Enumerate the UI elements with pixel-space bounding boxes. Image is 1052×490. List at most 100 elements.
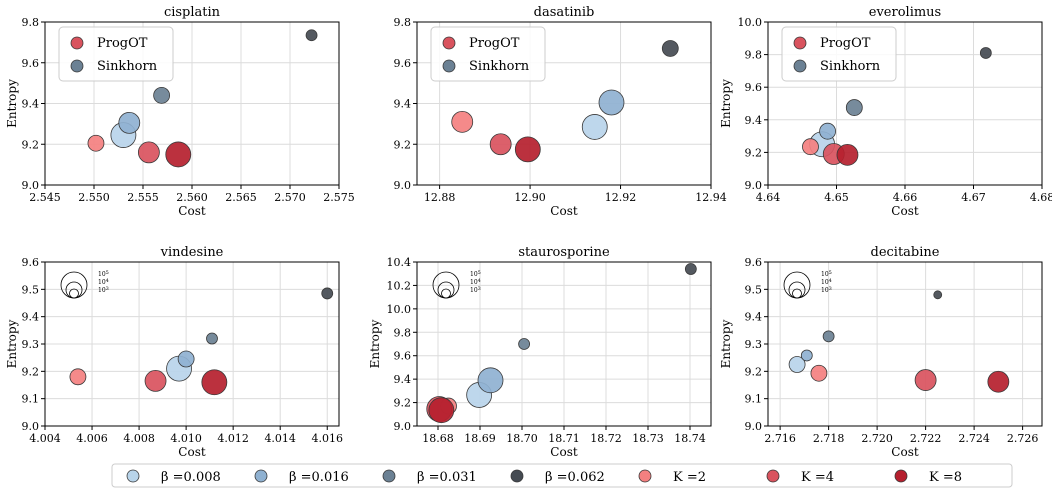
size-legend-circle xyxy=(437,281,455,299)
subplot-everolimus: 4.64 4.65 4.66 4.67 4.68 9.0 9.2 9.4 9.6 9.8 10.0 e… xyxy=(719,5,1052,218)
x-tick-label: 18.71 xyxy=(548,432,580,445)
legend-label: β =0.031 xyxy=(417,470,477,485)
data-point xyxy=(69,368,87,386)
data-point xyxy=(489,133,512,156)
x-axis-label: Cost xyxy=(891,445,919,459)
data-point xyxy=(933,290,943,300)
y-tick-label: 9.3 xyxy=(745,338,763,351)
y-axis-label: Entropy xyxy=(719,79,733,128)
data-point xyxy=(819,122,836,140)
x-tick-label: 2.560 xyxy=(176,191,208,204)
legend-marker xyxy=(382,469,396,483)
sinkhorn-marker xyxy=(70,59,84,73)
y-tick-label: 9.1 xyxy=(745,393,763,406)
x-tick-label: 4.008 xyxy=(123,432,155,445)
subplot-decitabine: 2.716 2.718 2.720 2.722 2.724 2.726 9.0 9.1 9.2 9… xyxy=(719,245,1043,459)
x-tick-label: 12.92 xyxy=(605,191,637,204)
data-point xyxy=(800,349,813,362)
x-tick-label: 2.722 xyxy=(910,432,942,445)
subplot-title: dasatinib xyxy=(534,5,595,20)
y-tick-label: 9.0 xyxy=(22,420,40,433)
data-point xyxy=(144,369,167,392)
data-point xyxy=(177,350,195,368)
legend-label: β =0.016 xyxy=(289,470,349,485)
x-tick-label: 4.004 xyxy=(29,432,61,445)
data-point xyxy=(201,369,228,396)
x-tick-label: 2.575 xyxy=(323,191,355,204)
x-tick-label: 4.010 xyxy=(170,432,202,445)
y-tick-label: 9.4 xyxy=(745,311,763,324)
data-point xyxy=(598,89,625,116)
data-point xyxy=(684,263,697,275)
y-tick-label: 9.6 xyxy=(394,350,412,363)
data-point xyxy=(514,136,541,163)
y-tick-label: 9.0 xyxy=(22,179,40,192)
size-legend-label: 105 xyxy=(470,270,481,278)
x-tick-label: 2.726 xyxy=(1007,432,1039,445)
y-tick-label: 9.0 xyxy=(394,179,412,192)
data-point xyxy=(118,111,141,134)
legend-marker xyxy=(894,469,908,483)
subplot-dasatinib: 12.88 12.90 12.92 12.94 9.0 9.2 9.4 9.6 9.8 dasat… xyxy=(394,5,727,218)
subplot-title: decitabine xyxy=(871,245,940,260)
y-tick-label: 9.2 xyxy=(22,365,40,378)
y-tick-label: 9.8 xyxy=(745,49,763,62)
x-axis-label: Cost xyxy=(891,204,919,218)
size-legend-label: 103 xyxy=(821,286,832,294)
legend-marker xyxy=(510,469,524,483)
x-tick-label: 2.718 xyxy=(813,432,845,445)
x-tick-label: 18.72 xyxy=(590,432,622,445)
x-tick-label: 12.94 xyxy=(695,191,727,204)
y-tick-label: 9.3 xyxy=(22,338,40,351)
x-tick-label: 18.68 xyxy=(422,432,454,445)
y-tick-label: 10.2 xyxy=(387,279,412,292)
x-tick-label: 18.73 xyxy=(632,432,664,445)
subplot-title: everolimus xyxy=(869,5,941,20)
y-tick-label: 9.8 xyxy=(394,16,412,29)
y-axis-label: Entropy xyxy=(368,319,382,368)
data-point xyxy=(321,287,334,300)
sinkhorn-label: Sinkhorn xyxy=(820,59,881,74)
y-tick-label: 10.0 xyxy=(738,16,763,29)
size-legend-label: 104 xyxy=(98,278,109,286)
x-tick-label: 18.74 xyxy=(674,432,706,445)
data-point xyxy=(137,141,160,164)
size-legend-label: 103 xyxy=(470,286,481,294)
x-tick-label: 18.70 xyxy=(506,432,538,445)
x-tick-label: 2.716 xyxy=(764,432,796,445)
x-tick-label: 4.65 xyxy=(824,191,849,204)
legend-marker xyxy=(126,469,140,483)
data-point xyxy=(581,114,608,140)
data-point xyxy=(451,110,474,133)
y-tick-label: 9.1 xyxy=(22,393,40,406)
sinkhorn-marker xyxy=(442,59,456,73)
x-tick-label: 4.68 xyxy=(1030,191,1052,204)
y-tick-label: 9.4 xyxy=(22,311,40,324)
y-tick-label: 9.4 xyxy=(22,98,40,111)
data-point xyxy=(836,143,859,166)
progot-label: ProgOT xyxy=(97,36,148,51)
x-axis-label: Cost xyxy=(550,445,578,459)
x-tick-label: 12.90 xyxy=(514,191,546,204)
size-legend-label: 104 xyxy=(470,278,481,286)
progot-marker xyxy=(793,36,807,50)
y-tick-label: 9.6 xyxy=(394,57,412,70)
x-tick-label: 2.545 xyxy=(29,191,61,204)
y-tick-label: 9.2 xyxy=(745,146,763,159)
x-tick-label: 4.66 xyxy=(893,191,918,204)
x-tick-label: 4.67 xyxy=(961,191,986,204)
subplot-vindesine: 4.004 4.006 4.008 4.010 4.012 4.014 4.016 9.0 9.… xyxy=(5,245,343,459)
subplot-staurosporine: 18.68 18.69 18.70 18.71 18.72 18.73 18.74 9.0 9.… xyxy=(368,245,712,459)
size-legend-label: 103 xyxy=(98,286,109,294)
data-point xyxy=(153,86,171,104)
x-tick-label: 2.555 xyxy=(127,191,159,204)
data-point xyxy=(788,356,806,373)
data-point xyxy=(87,134,105,152)
data-point xyxy=(305,29,318,42)
legend-label: K =4 xyxy=(801,470,834,485)
subplot-title: cisplatin xyxy=(164,5,221,20)
x-tick-label: 4.016 xyxy=(311,432,343,445)
y-axis-label: Entropy xyxy=(5,319,19,368)
x-tick-label: 4.014 xyxy=(264,432,296,445)
x-tick-label: 4.006 xyxy=(76,432,108,445)
